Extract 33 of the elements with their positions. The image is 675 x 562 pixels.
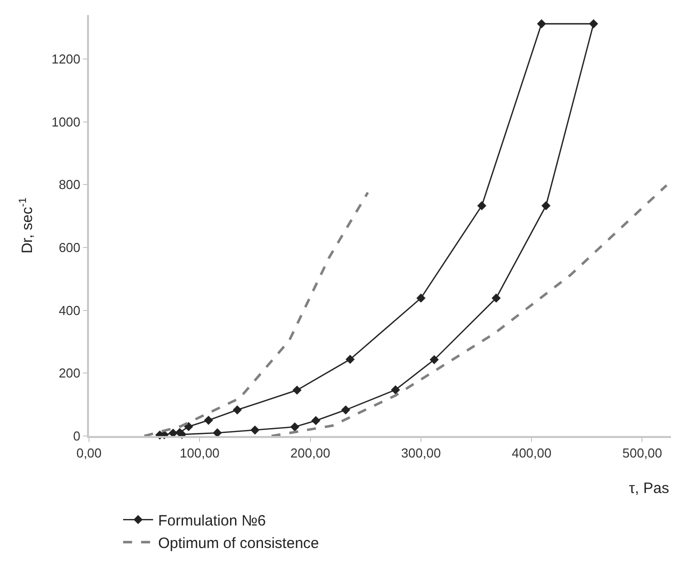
point: [184, 422, 194, 432]
y-tick-label: 0: [73, 428, 80, 444]
point: [536, 19, 546, 28]
x-tick-label: 0,00: [76, 446, 102, 461]
y-tick-label: 600: [58, 240, 80, 256]
point: [204, 416, 214, 425]
x-tick-label: 200,00: [290, 446, 330, 461]
point: [292, 386, 302, 395]
point: [430, 355, 439, 364]
point: [390, 385, 400, 394]
point: [250, 425, 260, 435]
point: [311, 416, 320, 426]
x-tick-label: 300,00: [401, 446, 441, 461]
y-tick-label: 1200: [51, 52, 80, 67]
y-tick-label: 800: [58, 177, 80, 192]
x-tick-label: 100,00: [180, 446, 220, 461]
x-axis-title: τ, Pas: [629, 480, 670, 497]
y-tick-label: 200: [58, 366, 80, 381]
legend-label: Optimum of consistence: [158, 534, 320, 552]
point: [541, 201, 551, 210]
point: [416, 294, 426, 303]
point: [492, 294, 501, 303]
point: [232, 405, 242, 414]
y-tick-label: 1000: [51, 114, 80, 130]
x-tick-label: 500,00: [622, 446, 662, 461]
point: [589, 19, 598, 28]
point: [477, 201, 486, 210]
point: [346, 354, 355, 364]
x-tick-label: 400,00: [512, 446, 552, 461]
point: [290, 422, 300, 432]
y-tick-label: 400: [58, 302, 80, 318]
point: [341, 405, 350, 414]
legend-label: Formulation №6: [158, 512, 266, 530]
